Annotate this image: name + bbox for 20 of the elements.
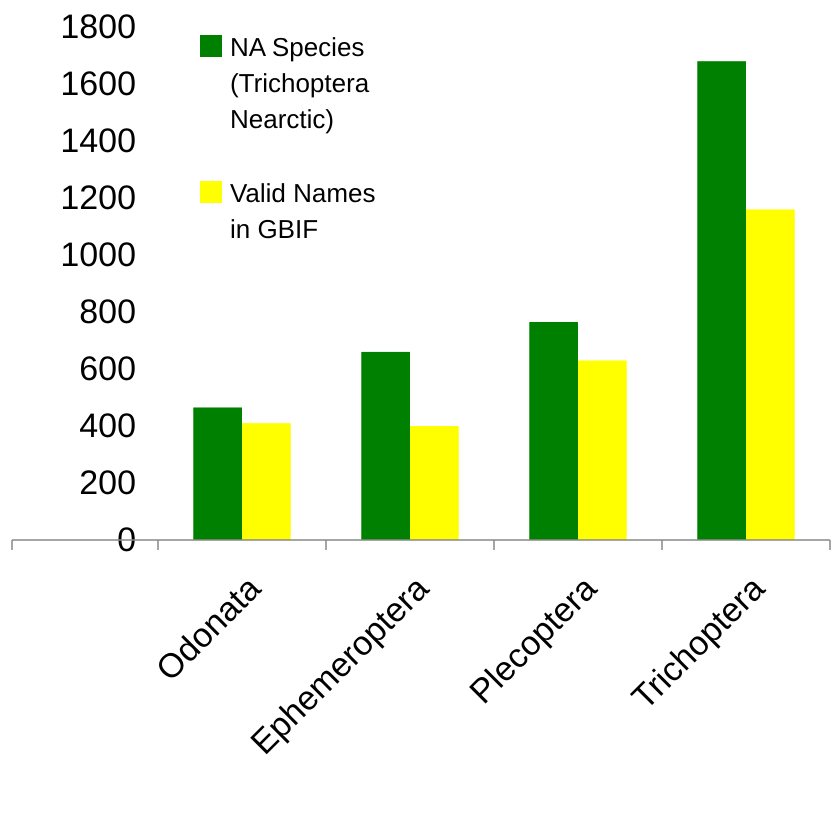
bar: [529, 322, 578, 540]
y-tick-label: 1000: [60, 236, 136, 274]
bar: [746, 209, 795, 540]
bar: [242, 423, 291, 540]
y-tick-label: 1600: [60, 64, 136, 103]
y-tick-label: 0: [117, 520, 136, 559]
y-tick-label: 1200: [60, 178, 136, 217]
y-tick-label: 400: [79, 406, 136, 445]
y-tick-label: 1800: [60, 8, 136, 46]
bar: [578, 360, 627, 540]
y-tick-label: 800: [79, 292, 136, 331]
legend-label: Valid Names in GBIF: [230, 178, 376, 244]
bar: [410, 426, 459, 540]
bar: [361, 352, 410, 540]
bar: [193, 407, 242, 540]
legend-label: NA Species (Trichoptera Nearctic): [230, 32, 370, 134]
bar: [697, 61, 746, 540]
y-tick-label: 600: [79, 350, 136, 388]
y-tick-label: 1400: [60, 122, 136, 160]
y-tick-label: 200: [79, 464, 136, 502]
